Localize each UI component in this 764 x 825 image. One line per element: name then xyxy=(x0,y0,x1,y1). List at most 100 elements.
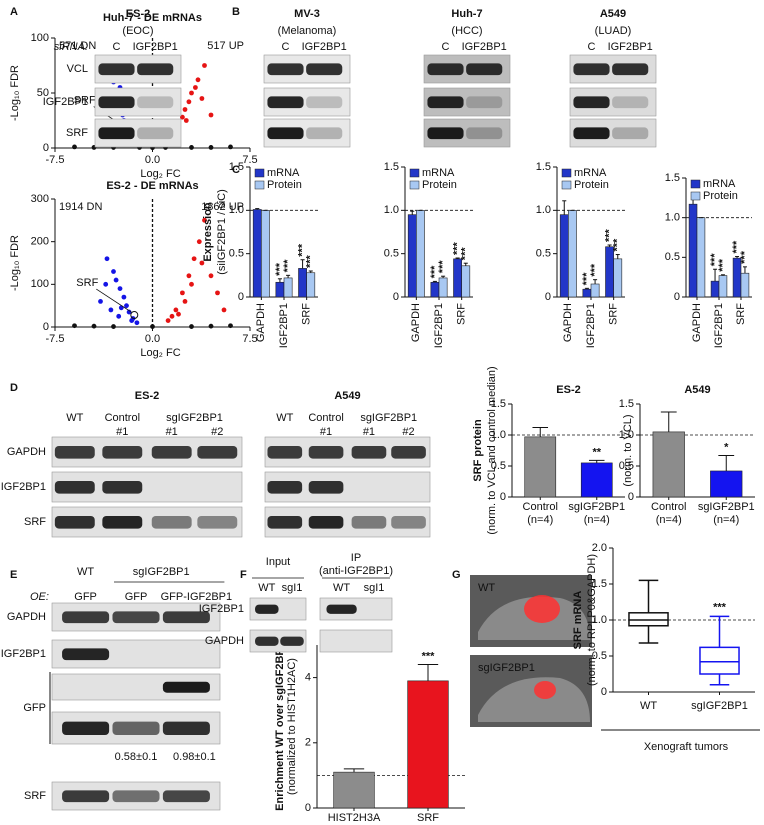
blot-band xyxy=(54,516,95,529)
x-tick-note: (n=4) xyxy=(713,514,739,526)
blot-band xyxy=(102,446,143,459)
x-tick-label: -7.5 xyxy=(46,333,65,345)
y-tick-label: 1.5 xyxy=(384,161,399,173)
point xyxy=(199,96,205,101)
annotation: SRF xyxy=(74,95,96,107)
blot-band xyxy=(112,721,160,736)
blot-band xyxy=(54,446,95,459)
lane-label: sgI1 xyxy=(364,582,385,594)
blot-band xyxy=(306,96,343,109)
y-axis-sublabel: (norm. to RPLP0&GAPDH) xyxy=(586,554,598,686)
group-subtitle: (LUAD) xyxy=(595,25,632,37)
y-tick-label: 1.0 xyxy=(229,204,244,216)
significance: *** xyxy=(612,238,624,252)
lane-label: WT xyxy=(258,582,275,594)
row-label: GFP xyxy=(23,702,46,714)
bar xyxy=(298,268,307,298)
blot-band xyxy=(162,790,210,803)
point xyxy=(191,256,197,262)
lane-label: Control xyxy=(105,412,140,424)
group-title: sgIGF2BP1 xyxy=(133,566,190,578)
lane-label: Control xyxy=(308,412,343,424)
legend-swatch xyxy=(409,180,420,190)
bar xyxy=(559,214,569,298)
y-tick-label: 1.0 xyxy=(592,614,607,626)
blot-band xyxy=(466,63,503,76)
bar xyxy=(275,281,285,298)
chart-title: Huh-7 - DE mRNAs xyxy=(103,12,202,24)
y-tick-label: 1.0 xyxy=(384,204,399,216)
group-subtitle: (anti-IGF2BP1) xyxy=(319,565,393,577)
point xyxy=(221,307,227,313)
blot-band xyxy=(391,446,426,459)
blot-band xyxy=(151,516,192,529)
bar xyxy=(613,258,623,298)
row-label: SRF xyxy=(24,790,46,802)
x-tick-note: (n=4) xyxy=(527,514,553,526)
image-label: sgIGF2BP1 xyxy=(478,662,535,674)
lane-label: #2 xyxy=(211,426,223,438)
significance: ** xyxy=(592,446,601,458)
blot-band xyxy=(573,127,610,140)
group-title: A549 xyxy=(600,8,626,20)
point xyxy=(199,260,205,266)
lane-label: sgIGF2BP1 xyxy=(166,412,223,424)
y-tick-label: 1.0 xyxy=(536,204,551,216)
blot-band xyxy=(102,481,143,494)
x-tick-label: IGF2BP1 xyxy=(585,303,597,348)
point xyxy=(208,112,214,118)
blot-band xyxy=(267,481,303,494)
point xyxy=(111,324,116,329)
blot-band xyxy=(573,63,610,76)
y-tick-label: 1.0 xyxy=(619,429,634,441)
chart-title: ES-2 - DE mRNAs xyxy=(106,180,198,192)
blot-band xyxy=(267,516,303,529)
bar xyxy=(407,214,417,298)
y-tick-label: 2 xyxy=(305,737,311,749)
y-tick-label: 0 xyxy=(601,686,607,698)
bar xyxy=(740,272,750,298)
bar xyxy=(333,771,375,809)
significance: *** xyxy=(422,650,436,662)
tumor-signal xyxy=(534,681,556,699)
x-tick-label: SRF xyxy=(608,303,620,325)
y-tick-label: 0 xyxy=(628,491,634,503)
blot-band xyxy=(306,63,343,76)
x-tick-label: 7.5 xyxy=(242,154,257,166)
blot-band xyxy=(466,127,503,140)
bar xyxy=(524,436,557,498)
blot-band xyxy=(98,127,135,140)
y-tick-label: 1.5 xyxy=(536,161,551,173)
y-axis-label: -Log₁₀ FDR xyxy=(9,235,21,291)
x-tick-label: IGF2BP1 xyxy=(278,303,290,348)
lane-label: C xyxy=(588,41,596,53)
legend-label: Protein xyxy=(574,179,609,191)
x-tick-note: (n=4) xyxy=(656,514,682,526)
blot-band xyxy=(427,96,464,109)
bar xyxy=(582,288,592,298)
point xyxy=(116,313,122,319)
lane-label: sgIGF2BP1 xyxy=(360,412,417,424)
blot-band xyxy=(137,96,174,109)
blot-band xyxy=(62,611,110,624)
y-tick-label: 200 xyxy=(31,236,49,248)
y-tick-label: 0 xyxy=(500,491,506,503)
tumor-signal xyxy=(524,595,560,623)
point xyxy=(129,318,135,323)
lane-label: WT xyxy=(333,582,350,594)
bar xyxy=(407,680,449,809)
point xyxy=(134,320,140,326)
y-tick-label: 1.5 xyxy=(665,172,680,184)
lane-label: C xyxy=(113,41,121,53)
lane-label: WT xyxy=(66,412,83,424)
legend-label: Protein xyxy=(422,179,457,191)
blot-band xyxy=(255,636,279,646)
blot-band xyxy=(137,127,174,140)
significance: *** xyxy=(460,247,472,261)
point xyxy=(111,269,116,274)
point xyxy=(72,323,77,329)
x-tick-label: GAPDH xyxy=(562,303,574,342)
x-axis-label: Xenograft tumors xyxy=(644,741,729,753)
blot-band xyxy=(62,648,110,661)
